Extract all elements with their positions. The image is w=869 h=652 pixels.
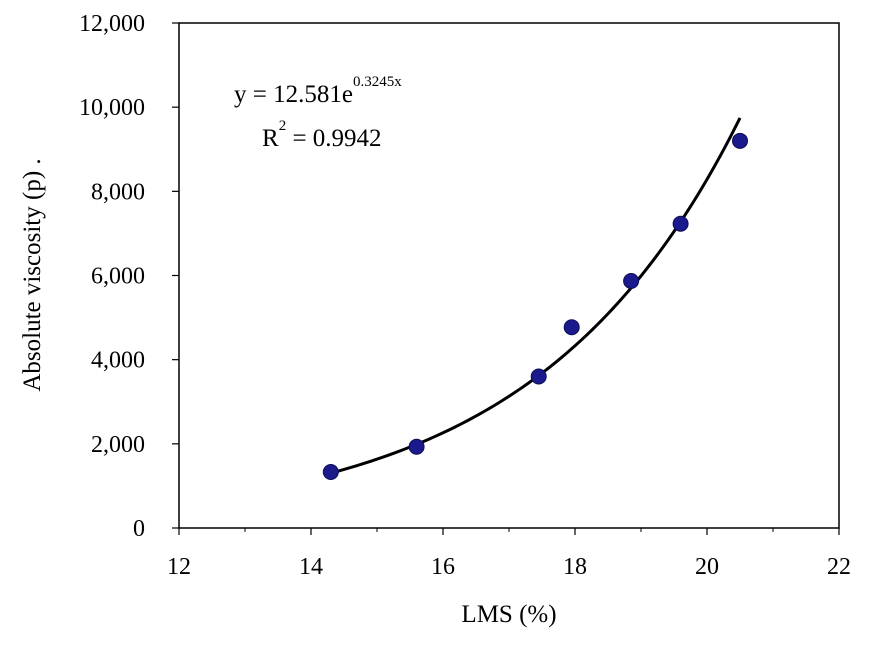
x-tick-label: 12 (167, 554, 191, 580)
y-tick-label: 4,000 (91, 348, 145, 374)
data-point (530, 368, 547, 385)
r-squared-value-text: = 0.9942 (286, 125, 381, 152)
x-tick-label: 14 (299, 554, 323, 580)
x-axis: 12 14 16 18 20 22 (167, 528, 851, 580)
data-point (408, 438, 425, 455)
y-axis-title: Absolute viscosity (p) . (19, 158, 46, 391)
y-tick-label: 2,000 (91, 432, 145, 458)
data-points-layer (322, 132, 748, 481)
trendline-equation: y = 12.581e0.3245x (234, 74, 402, 108)
svg-text:R2 = 0.9942: R2 = 0.9942 (262, 118, 382, 152)
equation-exponent-text: 0.3245x (353, 74, 402, 90)
y-tick-label: 0 (133, 516, 145, 542)
plot-area-frame (178, 22, 840, 529)
data-point (322, 464, 339, 481)
x-tick-label: 18 (563, 554, 587, 580)
r-squared-label: R2 = 0.9942 (262, 118, 382, 152)
r-squared-base-text: R (262, 125, 279, 152)
data-point (563, 319, 580, 336)
x-axis-title: LMS (%) (461, 601, 556, 628)
y-tick-label: 10,000 (79, 95, 145, 121)
x-tick-label: 20 (695, 554, 719, 580)
equation-main-text: y = 12.581e (234, 81, 353, 108)
y-axis: 0 2,000 4,000 6,000 8,000 10,000 12,000 (79, 11, 179, 542)
x-tick-label: 16 (431, 554, 455, 580)
y-tick-label: 12,000 (79, 11, 145, 37)
y-tick-label: 6,000 (91, 264, 145, 290)
x-tick-label: 22 (827, 554, 851, 580)
y-tick-label: 8,000 (91, 179, 145, 205)
svg-text:y = 12.581e0.3245x: y = 12.581e0.3245x (234, 74, 402, 108)
data-point (732, 132, 748, 149)
data-point (672, 215, 689, 232)
data-point (623, 272, 640, 289)
r-squared-exponent-text: 2 (279, 118, 287, 134)
